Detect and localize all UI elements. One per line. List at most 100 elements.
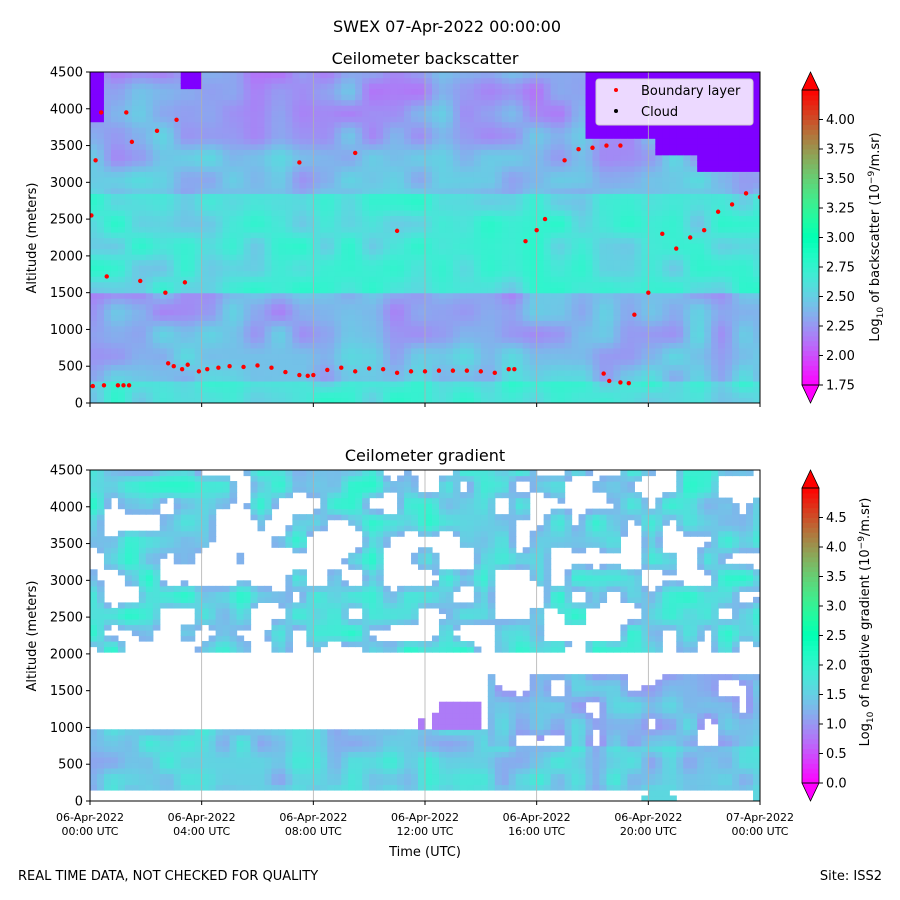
- backscatter-cell: [96, 94, 105, 101]
- backscatter-cell: [376, 248, 384, 255]
- backscatter-cell: [418, 77, 426, 84]
- backscatter-cell: [418, 121, 426, 128]
- backscatter-cell: [543, 182, 552, 189]
- backscatter-cell: [348, 309, 356, 316]
- backscatter-cell: [543, 309, 552, 316]
- backscatter-cell: [299, 105, 307, 112]
- backscatter-cell: [613, 364, 622, 371]
- backscatter-cell: [369, 369, 377, 377]
- backscatter-cell: [285, 287, 293, 294]
- backscatter-cell: [627, 231, 635, 239]
- backscatter-cell: [285, 243, 293, 250]
- backscatter-cell: [334, 165, 342, 172]
- backscatter-cell: [341, 314, 349, 321]
- backscatter-cell: [550, 265, 559, 272]
- backscatter-cell: [376, 176, 384, 183]
- backscatter-cell: [480, 364, 489, 371]
- backscatter-cell: [201, 397, 210, 403]
- backscatter-cell: [103, 187, 112, 194]
- backscatter-cell: [257, 270, 266, 277]
- backscatter-cell: [180, 353, 189, 360]
- backscatter-cell: [452, 138, 461, 145]
- backscatter-cell: [341, 303, 349, 310]
- backscatter-cell: [369, 380, 377, 388]
- backscatter-cell: [187, 347, 196, 354]
- backscatter-cell: [187, 83, 196, 90]
- backscatter-cell: [662, 325, 670, 332]
- backscatter-cell: [320, 127, 328, 134]
- backscatter-cell: [355, 265, 363, 272]
- backscatter-cell: [452, 287, 461, 294]
- backscatter-cell: [355, 336, 363, 343]
- backscatter-cell: [152, 314, 161, 321]
- backscatter-cell: [285, 303, 293, 310]
- backscatter-cell: [522, 386, 531, 393]
- backscatter-cell: [306, 386, 314, 393]
- backscatter-cell: [571, 182, 580, 189]
- backscatter-cell: [383, 209, 391, 217]
- backscatter-cell: [201, 259, 210, 266]
- backscatter-cell: [222, 353, 231, 360]
- backscatter-cell: [411, 127, 419, 134]
- backscatter-cell: [452, 105, 461, 112]
- backscatter-cell: [564, 176, 573, 183]
- backscatter-cell: [285, 116, 293, 123]
- backscatter-cell: [404, 220, 412, 228]
- backscatter-cell: [152, 149, 161, 156]
- backscatter-cell: [299, 237, 307, 244]
- backscatter-cell: [327, 320, 335, 327]
- backscatter-cell: [229, 254, 238, 261]
- backscatter-cell: [292, 248, 300, 255]
- backscatter-cell: [571, 353, 580, 360]
- backscatter-cell: [585, 397, 594, 403]
- backscatter-cell: [376, 94, 384, 101]
- backscatter-cell: [627, 375, 635, 382]
- backscatter-cell: [627, 265, 635, 272]
- backscatter-cell: [452, 386, 461, 393]
- backscatter-cell: [285, 364, 293, 371]
- backscatter-cell: [641, 72, 649, 79]
- backscatter-cell: [550, 320, 559, 327]
- backscatter-cell: [278, 358, 287, 365]
- backscatter-cell: [348, 160, 356, 167]
- backscatter-cell: [445, 281, 454, 288]
- backscatter-cell: [641, 220, 649, 228]
- backscatter-cell: [327, 187, 335, 194]
- backscatter-cell: [341, 325, 349, 332]
- backscatter-cell: [90, 369, 98, 377]
- backscatter-cell: [264, 375, 273, 382]
- backscatter-cell: [438, 127, 447, 134]
- backscatter-cell: [383, 187, 391, 194]
- backscatter-cell: [348, 121, 356, 128]
- backscatter-cell: [348, 347, 356, 354]
- backscatter-cell: [201, 154, 210, 161]
- backscatter-cell: [515, 182, 524, 189]
- backscatter-cell: [250, 254, 259, 261]
- backscatter-cell: [411, 265, 419, 272]
- backscatter-cell: [222, 209, 231, 217]
- backscatter-cell: [557, 325, 566, 332]
- backscatter-cell: [501, 176, 510, 183]
- backscatter-cell: [662, 226, 670, 233]
- backscatter-cell: [201, 176, 210, 183]
- backscatter-cell: [243, 198, 252, 205]
- backscatter-cell: [264, 105, 273, 112]
- backscatter-cell: [411, 176, 419, 183]
- backscatter-cell: [173, 83, 182, 90]
- backscatter-cell: [362, 287, 370, 294]
- backscatter-cell: [215, 171, 224, 178]
- backscatter-cell: [117, 94, 126, 101]
- backscatter-cell: [271, 198, 280, 205]
- backscatter-cell: [585, 281, 594, 288]
- backscatter-cell: [655, 220, 663, 228]
- backscatter-cell: [166, 292, 175, 299]
- backscatter-cell: [110, 391, 119, 399]
- backscatter-cell: [383, 254, 391, 261]
- backscatter-cell: [271, 353, 280, 360]
- backscatter-cell: [229, 342, 238, 349]
- backscatter-cell: [90, 270, 98, 277]
- backscatter-cell: [418, 94, 426, 101]
- backscatter-cell: [159, 116, 168, 123]
- backscatter-cell: [306, 243, 314, 250]
- backscatter-cell: [494, 303, 503, 310]
